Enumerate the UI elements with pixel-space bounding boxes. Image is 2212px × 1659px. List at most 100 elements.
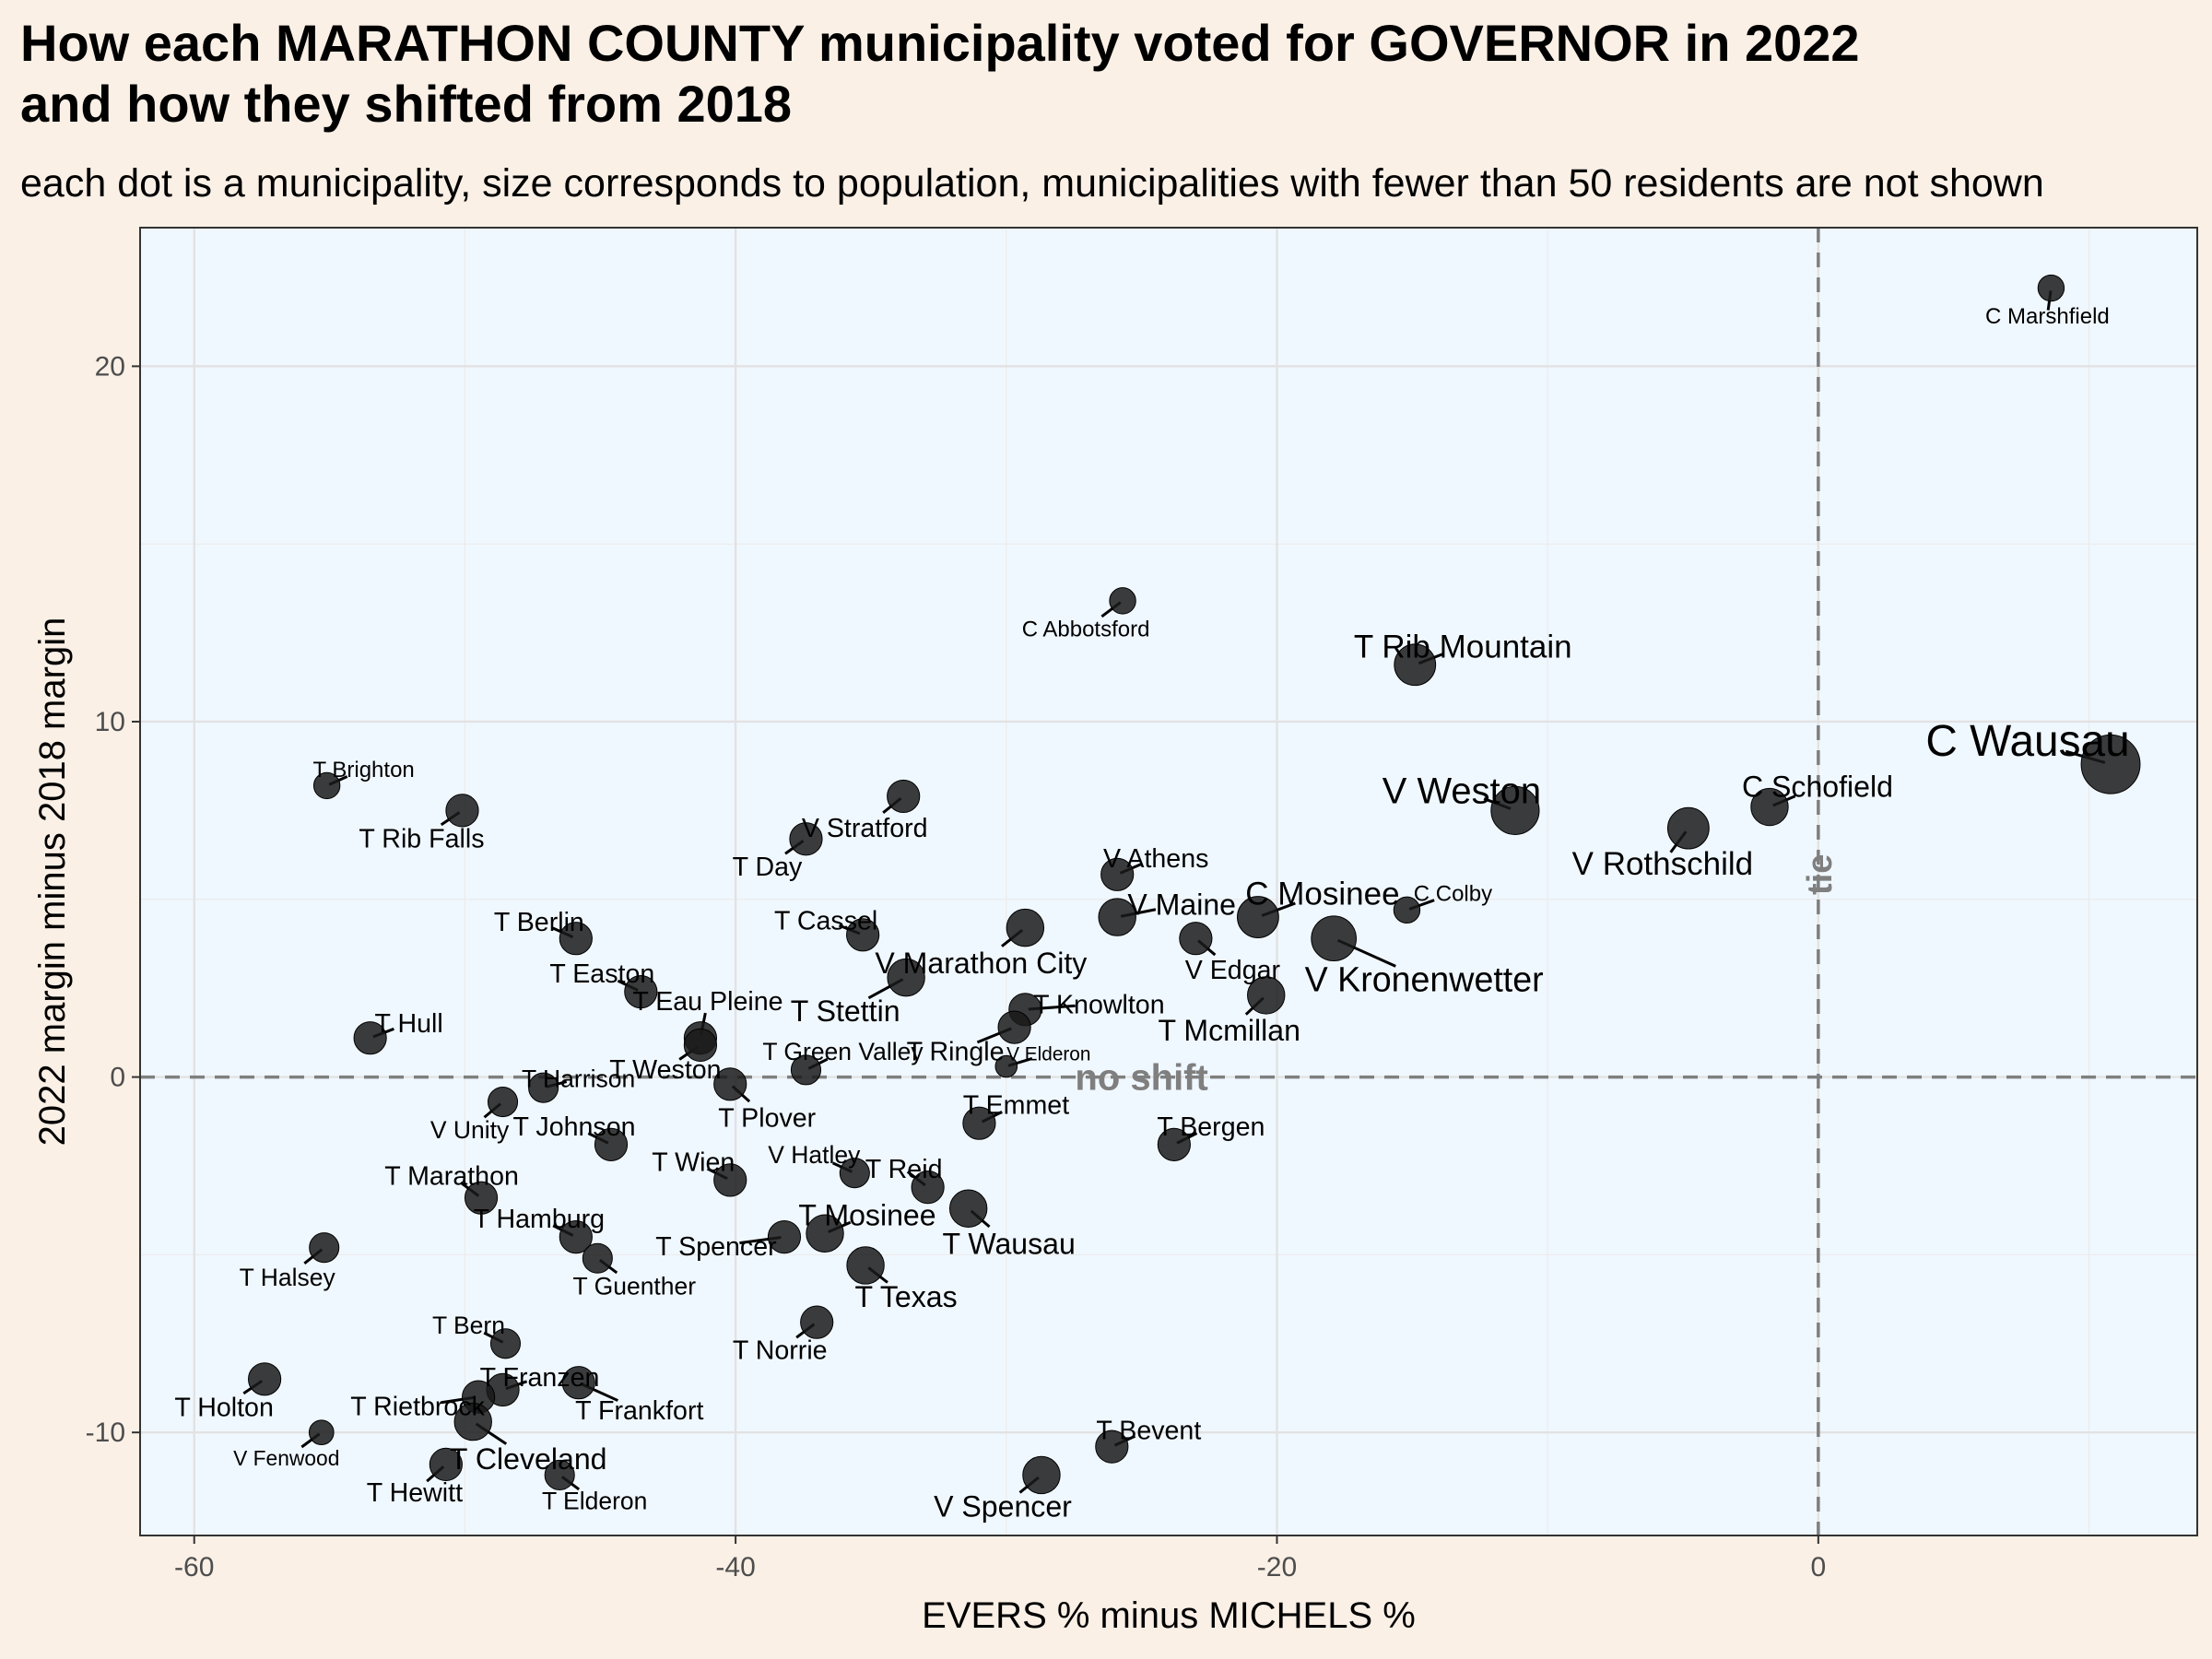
point-label: V Maine — [1127, 888, 1236, 921]
point-label: V Kronenwetter — [1305, 959, 1544, 998]
point-label: T Guenther — [573, 1272, 697, 1300]
point-label: T Day — [733, 853, 803, 882]
y-tick-label: 0 — [110, 1063, 125, 1093]
point-label: V Hatley — [768, 1141, 861, 1169]
point-label: V Spencer — [934, 1490, 1072, 1524]
y-tick-label: -10 — [86, 1418, 125, 1448]
point-label: C Abbotsford — [1022, 617, 1150, 641]
point-label: V Athens — [1103, 844, 1208, 874]
point-v-edgar — [1179, 922, 1213, 956]
y-axis-title: 2022 margin minus 2018 margin — [32, 618, 73, 1147]
x-tick-label: -40 — [715, 1552, 755, 1583]
point-t-norrie — [800, 1305, 834, 1339]
point-t-berlin — [559, 922, 593, 956]
point-label: T Rietbrock — [350, 1393, 485, 1422]
point-label: T Frankfort — [575, 1396, 703, 1426]
point-t-wausau — [948, 1189, 988, 1228]
point-t-weston — [683, 1028, 718, 1062]
point-label: T Johnson — [513, 1112, 636, 1142]
tie-label: tie — [1801, 854, 1840, 895]
point-label: V Rothschild — [1572, 846, 1753, 882]
point-v-athens — [1100, 857, 1135, 891]
point-label: T Green Valley — [762, 1038, 924, 1065]
point-t-bergen — [1157, 1127, 1191, 1161]
point-t-emmet — [962, 1106, 996, 1140]
point-label: T Wien — [652, 1147, 735, 1177]
point-label: T Eau Pleine — [632, 987, 782, 1017]
y-tick-label: 10 — [95, 707, 125, 737]
point-label: T Halsey — [240, 1264, 336, 1291]
point-t-mcmillan — [1247, 976, 1286, 1015]
point-v-stratford — [887, 779, 921, 814]
x-tick-label: -20 — [1257, 1552, 1297, 1583]
point-c-abbotsford — [1109, 587, 1136, 615]
no-shift-label: no shift — [1075, 1058, 1207, 1099]
point-label: T Mosinee — [798, 1198, 935, 1231]
point-label: T Bevent — [1096, 1417, 1201, 1446]
point-t-stettin — [887, 958, 925, 997]
axis-ticks: -60 -40 -20 0 -10 0 10 20 — [86, 351, 1827, 1583]
point-label: C Marshfield — [1985, 304, 2110, 329]
point-label: T Emmet — [963, 1091, 1070, 1121]
point-t-cleveland — [453, 1402, 492, 1441]
point-v-spencer — [1022, 1455, 1061, 1495]
x-tick-label: -60 — [174, 1552, 214, 1583]
point-label: T Cassel — [774, 906, 877, 935]
x-axis-title: EVERS % minus MICHELS % — [922, 1595, 1416, 1636]
point-label: T Spencer — [655, 1232, 777, 1262]
point-label: T Rib Falls — [359, 824, 484, 853]
point-label: T Rib Mountain — [1354, 629, 1572, 665]
point-t-texas — [846, 1246, 885, 1285]
point-label: C Wausau — [1925, 717, 2129, 766]
point-label: V Fenwood — [233, 1446, 339, 1470]
reference-lines: no shift tie — [140, 228, 2197, 1535]
point-t-harrison — [528, 1072, 559, 1103]
point-t-brighton — [312, 771, 341, 800]
point-v-elderon — [994, 1054, 1018, 1078]
point-t-elderon — [544, 1459, 575, 1490]
point-t-rib-mountain — [1394, 643, 1437, 687]
point-label: T Reid — [865, 1155, 943, 1184]
chart-title: How each MARATHON COUNTY municipality vo… — [20, 13, 2205, 135]
point-label: T Bergen — [1157, 1112, 1265, 1142]
chart-title-line2: and how they shifted from 2018 — [20, 75, 793, 133]
point-label: T Franzen — [480, 1363, 600, 1393]
point-label: T Hull — [375, 1009, 443, 1039]
point-label: T Ringle — [907, 1038, 1005, 1067]
point-t-ringle — [997, 1010, 1031, 1044]
point-label: T Wausau — [942, 1227, 1075, 1260]
point-t-plover — [713, 1067, 747, 1101]
point-label: V Stratford — [802, 814, 928, 843]
point-label: T Texas — [854, 1280, 957, 1313]
point-label: T Easton — [549, 959, 654, 989]
point-t-johnson — [594, 1127, 629, 1161]
point-label: V Edgar — [1185, 956, 1281, 985]
point-v-kronenwetter — [1311, 915, 1357, 962]
point-label: V Unity — [430, 1116, 510, 1144]
point-t-hamburg — [559, 1220, 593, 1254]
point-labels: C Marshfield C Abbotsford T Rib Mountain C … — [174, 304, 2129, 1524]
point-c-wausau — [2080, 734, 2141, 794]
point-label: T Mcmillan — [1158, 1014, 1300, 1047]
point-label: V Weston — [1382, 771, 1541, 811]
point-t-rib-falls — [445, 794, 479, 828]
point-label: T Brighton — [312, 758, 414, 782]
point-label: T Cleveland — [450, 1442, 607, 1476]
point-label: T Harrison — [522, 1065, 635, 1092]
y-tick-label: 20 — [95, 351, 125, 382]
point-t-holton — [247, 1362, 282, 1396]
point-label: V Marathon City — [875, 947, 1087, 980]
point-label: T Marathon — [384, 1162, 519, 1192]
x-tick-label: 0 — [1810, 1552, 1826, 1583]
plot-border — [139, 227, 2198, 1536]
point-t-frankfort — [561, 1366, 595, 1400]
point-c-schofield — [1750, 787, 1789, 827]
point-t-bevent — [1095, 1430, 1129, 1464]
point-t-easton — [624, 974, 658, 1009]
point-label: T Hamburg — [474, 1205, 606, 1234]
point-c-marshfield — [2037, 274, 2065, 302]
point-v-marathon-city — [1006, 908, 1045, 947]
point-label: C Schofield — [1742, 771, 1893, 804]
point-v-hatley — [839, 1158, 870, 1189]
point-t-spencer — [767, 1220, 802, 1254]
